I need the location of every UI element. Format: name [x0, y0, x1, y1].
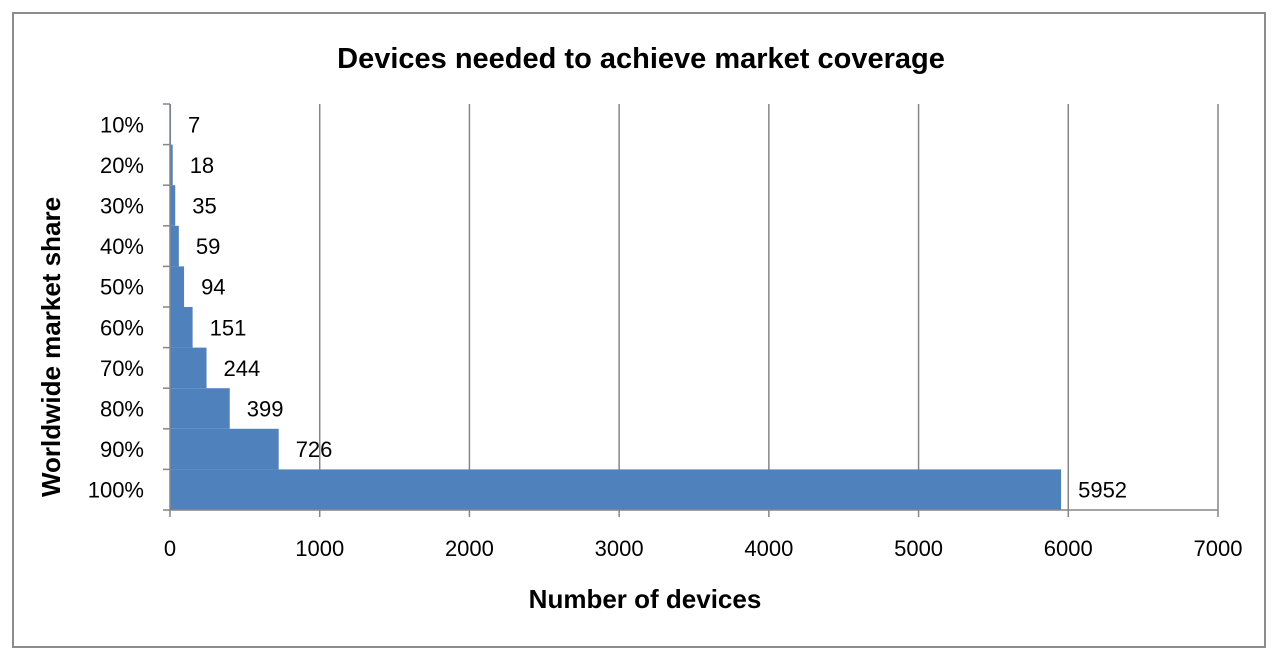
x-tick-label-7000: 7000	[1194, 536, 1243, 561]
bar-50%	[170, 266, 185, 307]
chart-title: Devices needed to achieve market coverag…	[337, 43, 945, 75]
bar-20%	[170, 144, 173, 186]
y-tick-label-40%: 40%	[100, 234, 144, 259]
x-tick-label-4000: 4000	[744, 536, 793, 561]
y-tick-label-70%: 70%	[100, 356, 144, 381]
y-tick-label-30%: 30%	[100, 194, 144, 219]
y-tick-label-20%: 20%	[100, 153, 144, 178]
x-tick-label-6000: 6000	[1044, 536, 1093, 561]
y-axis-title: Worldwide market share	[36, 197, 66, 497]
x-tick-label-1000: 1000	[295, 536, 344, 561]
data-label-80%: 399	[247, 397, 284, 422]
y-tick-label-60%: 60%	[100, 315, 144, 340]
data-label-90%: 726	[296, 437, 333, 462]
y-tick-label-80%: 80%	[100, 397, 144, 422]
x-tick-label-3000: 3000	[595, 536, 644, 561]
x-tick-label-2000: 2000	[445, 536, 494, 561]
gridlines	[318, 104, 1219, 510]
bar-30%	[170, 185, 176, 226]
data-label-40%: 59	[196, 234, 220, 259]
bar-70%	[170, 347, 207, 389]
axes: 10% 20% 30% 40% 50% 60% 70% 80% 90% 100% 0 1000 2000…	[88, 103, 1243, 561]
data-label-60%: 151	[210, 315, 247, 340]
data-label-70%: 244	[224, 356, 261, 381]
x-tick-label-0: 0	[164, 536, 176, 561]
bar-60%	[170, 307, 193, 348]
data-label-30%: 35	[192, 194, 216, 219]
y-tick-label-90%: 90%	[100, 437, 144, 462]
y-tick-label-50%: 50%	[100, 275, 144, 300]
bars	[170, 104, 1062, 510]
bar-100%	[170, 469, 1062, 510]
x-tick-label-5000: 5000	[894, 536, 943, 561]
chart-frame	[12, 12, 1266, 648]
y-tick-label-10%: 10%	[100, 112, 144, 137]
data-label-100%: 5952	[1078, 478, 1127, 503]
data-label-50%: 94	[201, 275, 225, 300]
bar-80%	[170, 388, 230, 429]
y-tick-label-100%: 100%	[88, 478, 144, 503]
data-label-10%: 7	[188, 112, 200, 137]
bar-40%	[170, 225, 179, 267]
bar-90%	[170, 428, 279, 470]
x-axis-title: Number of devices	[529, 584, 762, 614]
data-labels: 7 18 35 59 94 151 244 399 726 5952	[188, 112, 1127, 502]
data-label-20%: 18	[190, 153, 214, 178]
